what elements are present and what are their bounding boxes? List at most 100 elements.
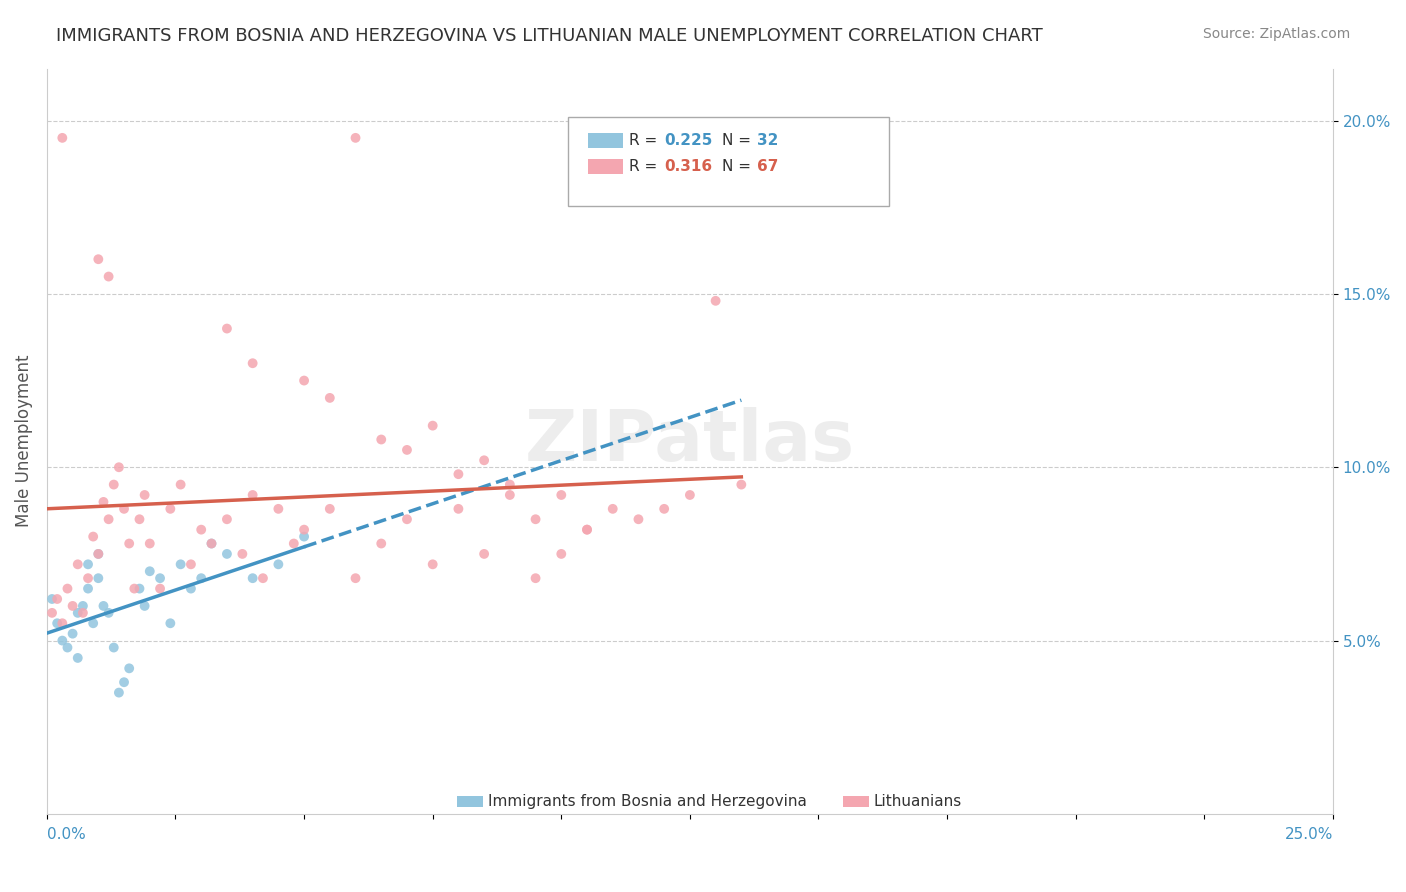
Point bbox=[93, 495, 115, 509]
Point bbox=[82, 530, 104, 544]
Point bbox=[66, 558, 89, 572]
Point bbox=[652, 501, 675, 516]
Point bbox=[139, 536, 162, 550]
Point bbox=[242, 571, 264, 585]
Text: ZIPatlas: ZIPatlas bbox=[524, 407, 855, 475]
Text: 25.0%: 25.0% bbox=[1285, 828, 1333, 842]
Point bbox=[51, 633, 73, 648]
Point bbox=[370, 433, 392, 447]
Text: Source: ZipAtlas.com: Source: ZipAtlas.com bbox=[1202, 27, 1350, 41]
Point bbox=[62, 599, 84, 613]
Text: Immigrants from Bosnia and Herzegovina: Immigrants from Bosnia and Herzegovina bbox=[488, 794, 807, 809]
Point bbox=[87, 547, 110, 561]
Point bbox=[447, 501, 470, 516]
FancyBboxPatch shape bbox=[588, 133, 623, 147]
Text: 32: 32 bbox=[756, 133, 778, 147]
Point bbox=[215, 512, 238, 526]
Point bbox=[319, 501, 342, 516]
Point bbox=[292, 530, 315, 544]
Point bbox=[180, 558, 202, 572]
Point bbox=[72, 599, 94, 613]
Point bbox=[395, 442, 418, 457]
FancyBboxPatch shape bbox=[568, 117, 889, 206]
Point bbox=[159, 501, 181, 516]
Text: R =: R = bbox=[630, 133, 662, 147]
Text: R =: R = bbox=[630, 159, 662, 174]
Point bbox=[499, 488, 522, 502]
Point bbox=[169, 477, 191, 491]
Point bbox=[679, 488, 702, 502]
Point bbox=[118, 661, 141, 675]
Point bbox=[447, 467, 470, 482]
Point bbox=[550, 547, 572, 561]
Point bbox=[128, 512, 150, 526]
Text: IMMIGRANTS FROM BOSNIA AND HERZEGOVINA VS LITHUANIAN MALE UNEMPLOYMENT CORRELATI: IMMIGRANTS FROM BOSNIA AND HERZEGOVINA V… bbox=[56, 27, 1043, 45]
Point bbox=[283, 536, 305, 550]
Point bbox=[77, 582, 100, 596]
Point bbox=[149, 571, 172, 585]
Point bbox=[118, 536, 141, 550]
Point bbox=[292, 374, 315, 388]
Point bbox=[215, 321, 238, 335]
Point bbox=[66, 606, 89, 620]
Point bbox=[93, 599, 115, 613]
Point bbox=[190, 523, 212, 537]
Point bbox=[344, 131, 367, 145]
Point bbox=[319, 391, 342, 405]
Point bbox=[200, 536, 222, 550]
Point bbox=[66, 651, 89, 665]
Point bbox=[576, 523, 599, 537]
Point bbox=[97, 269, 120, 284]
Point bbox=[77, 558, 100, 572]
Point bbox=[252, 571, 274, 585]
Point bbox=[139, 564, 162, 578]
Point bbox=[499, 477, 522, 491]
Point bbox=[524, 512, 547, 526]
Point bbox=[128, 582, 150, 596]
Y-axis label: Male Unemployment: Male Unemployment bbox=[15, 355, 32, 527]
Point bbox=[134, 599, 156, 613]
Text: 67: 67 bbox=[756, 159, 778, 174]
FancyBboxPatch shape bbox=[844, 796, 869, 807]
Point bbox=[200, 536, 222, 550]
Point bbox=[370, 536, 392, 550]
Point bbox=[87, 571, 110, 585]
Point bbox=[524, 571, 547, 585]
Point bbox=[51, 131, 73, 145]
Text: 0.0%: 0.0% bbox=[46, 828, 86, 842]
Point bbox=[550, 488, 572, 502]
Point bbox=[82, 616, 104, 631]
Point bbox=[51, 616, 73, 631]
Point bbox=[576, 523, 599, 537]
Point bbox=[215, 547, 238, 561]
Point bbox=[292, 523, 315, 537]
Point bbox=[190, 571, 212, 585]
Point bbox=[77, 571, 100, 585]
Point bbox=[627, 512, 650, 526]
Point bbox=[231, 547, 253, 561]
Point bbox=[602, 501, 624, 516]
Point bbox=[159, 616, 181, 631]
Point bbox=[97, 606, 120, 620]
Point bbox=[395, 512, 418, 526]
Point bbox=[422, 418, 444, 433]
Point bbox=[46, 592, 69, 607]
Point bbox=[46, 616, 69, 631]
Point bbox=[112, 501, 135, 516]
Point bbox=[242, 356, 264, 370]
Text: Lithuanians: Lithuanians bbox=[873, 794, 962, 809]
FancyBboxPatch shape bbox=[588, 159, 623, 174]
Point bbox=[169, 558, 191, 572]
Point bbox=[62, 626, 84, 640]
Point bbox=[344, 571, 367, 585]
Text: N =: N = bbox=[723, 159, 756, 174]
Point bbox=[704, 293, 727, 308]
Point bbox=[56, 582, 79, 596]
Point bbox=[103, 640, 125, 655]
Point bbox=[56, 640, 79, 655]
Point bbox=[87, 252, 110, 267]
Point bbox=[72, 606, 94, 620]
Point bbox=[472, 453, 495, 467]
Point bbox=[112, 675, 135, 690]
Point bbox=[97, 512, 120, 526]
